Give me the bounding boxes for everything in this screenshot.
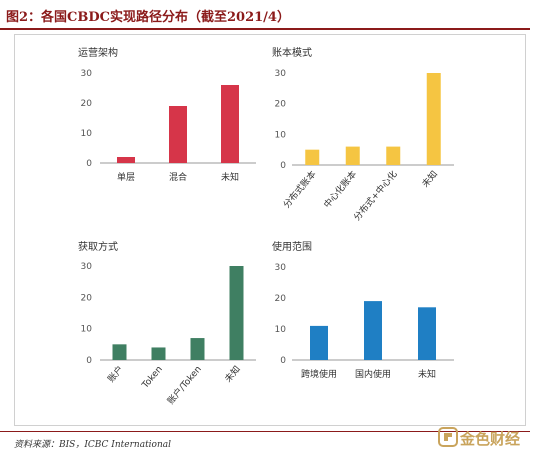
footer-rule bbox=[0, 431, 530, 432]
bar bbox=[151, 347, 166, 360]
source-note: 资料来源：BIS，ICBC International bbox=[14, 440, 172, 450]
y-tick-label: 10 bbox=[275, 325, 287, 335]
y-tick-label: 20 bbox=[81, 99, 93, 109]
y-tick-label: 30 bbox=[275, 263, 287, 273]
bar bbox=[364, 301, 382, 360]
x-tick-label: 账户 bbox=[105, 363, 126, 385]
x-tick-label: 未知 bbox=[221, 171, 239, 183]
bar bbox=[117, 157, 135, 163]
y-tick-label: 10 bbox=[81, 129, 93, 139]
bar bbox=[418, 307, 436, 360]
x-tick-label: 未知 bbox=[222, 363, 243, 385]
x-tick-label: 单层 bbox=[117, 171, 135, 183]
y-tick-label: 20 bbox=[275, 294, 287, 304]
chart-title: 账本模式 bbox=[272, 46, 312, 59]
figure-title: 图2：各国CBDC实现路径分布（截至2021/4） bbox=[6, 10, 290, 25]
y-tick-label: 0 bbox=[280, 356, 286, 366]
y-tick-label: 30 bbox=[81, 69, 93, 79]
x-tick-label: Token bbox=[140, 365, 165, 392]
bar bbox=[221, 85, 239, 163]
bar bbox=[426, 73, 441, 165]
bar bbox=[169, 106, 187, 163]
chart-frame bbox=[14, 34, 526, 426]
y-tick-label: 0 bbox=[280, 161, 286, 171]
y-tick-label: 10 bbox=[275, 130, 287, 140]
x-tick-label: 未知 bbox=[418, 368, 436, 380]
x-tick-label: 混合 bbox=[169, 171, 187, 183]
chart-title: 获取方式 bbox=[78, 240, 118, 253]
watermark: 金色财经 bbox=[438, 424, 546, 450]
gold-logo-icon bbox=[438, 427, 458, 447]
x-tick-label: 未知 bbox=[419, 168, 440, 190]
bar bbox=[310, 325, 328, 360]
bar bbox=[305, 149, 320, 165]
x-tick-label: 中心化账本 bbox=[321, 168, 359, 210]
y-tick-label: 0 bbox=[86, 356, 92, 366]
x-tick-label: 跨境使用 bbox=[301, 368, 337, 380]
x-tick-label: 国内使用 bbox=[355, 368, 391, 380]
title-rule bbox=[0, 28, 530, 30]
chart-title: 使用范围 bbox=[272, 240, 312, 253]
y-tick-label: 30 bbox=[81, 262, 93, 272]
chart-panel-access-method: 获取方式 0 10 20 30 账户 Token 账户/Token 未知 bbox=[78, 240, 256, 407]
bar bbox=[229, 266, 244, 360]
x-tick-label: 分布式账本 bbox=[280, 168, 318, 210]
chart-panel-usage-scope: 使用范围 0 10 20 30 跨境使用 国内使用 未知 bbox=[272, 240, 454, 380]
y-tick-label: 20 bbox=[275, 100, 287, 110]
bar bbox=[190, 338, 205, 360]
bar bbox=[345, 146, 360, 165]
watermark-text: 金色财经 bbox=[460, 430, 521, 448]
bar bbox=[386, 146, 401, 165]
y-tick-label: 30 bbox=[275, 69, 287, 79]
bar bbox=[112, 344, 127, 360]
y-tick-label: 0 bbox=[86, 159, 92, 169]
chart-title: 运营架构 bbox=[78, 46, 118, 59]
x-tick-label: 账户/Token bbox=[165, 363, 204, 406]
y-tick-label: 10 bbox=[81, 325, 93, 335]
y-tick-label: 20 bbox=[81, 293, 93, 303]
chart-panel-operation-architecture: 运营架构 0 10 20 30 单层 混合 未知 bbox=[78, 46, 256, 183]
